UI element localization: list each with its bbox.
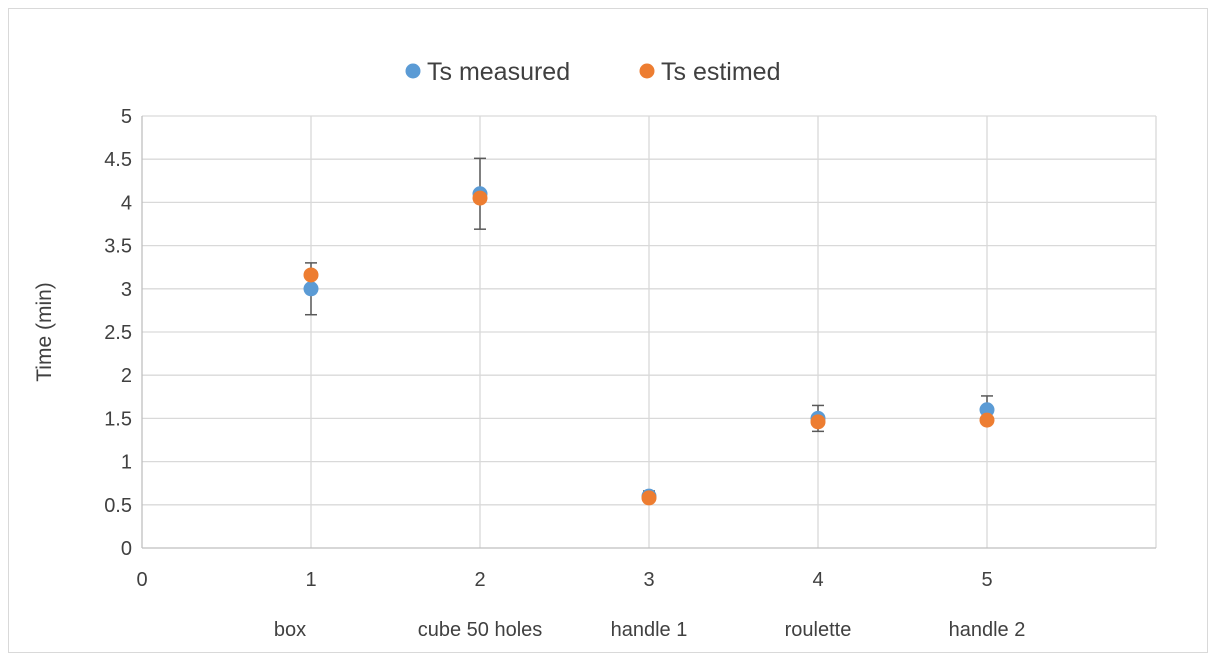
y-tick-label: 1: [121, 452, 132, 474]
point-measured: [303, 281, 319, 297]
point-estimated: [641, 490, 657, 506]
y-tick-label: 4.5: [104, 149, 132, 171]
scatter-chart: 0 0.5 1 1.5 2 2.5 3 3.5 4 4.5 5 0 1 2 3 4 5 box cube 50 …: [33, 58, 1157, 641]
category-label: box: [274, 619, 306, 641]
category-labels: box cube 50 holes handle 1 roulette handle 2: [274, 619, 1026, 641]
point-measured: [979, 402, 995, 418]
point-estimated: [472, 190, 488, 206]
category-label: cube 50 holes: [418, 619, 543, 641]
y-tick-label: 4: [121, 192, 132, 214]
y-tick-label: 0.5: [104, 495, 132, 517]
legend-marker: [405, 63, 421, 79]
x-tick-label: 4: [812, 569, 823, 591]
category-label: handle 1: [611, 619, 688, 641]
y-tick-label: 3.5: [104, 236, 132, 258]
y-tick-label: 2: [121, 365, 132, 387]
category-label: handle 2: [949, 619, 1026, 641]
x-tick-label: 1: [305, 569, 316, 591]
point-estimated: [303, 267, 319, 283]
category-label: roulette: [785, 619, 852, 641]
point-estimated: [810, 414, 826, 430]
chart-area: 0 0.5 1 1.5 2 2.5 3 3.5 4 4.5 5 0 1 2 3 4 5 box cube 50 …: [8, 8, 1208, 653]
y-tick-label: 5: [121, 106, 132, 128]
x-tick-label: 2: [474, 569, 485, 591]
legend: Ts measured Ts estimed: [405, 58, 780, 86]
y-tick-labels: 0 0.5 1 1.5 2 2.5 3 3.5 4 4.5 5: [104, 106, 132, 560]
y-axis-label: Time (min): [33, 282, 56, 382]
gridlines: [142, 115, 1157, 548]
axes: [141, 116, 1156, 549]
legend-marker: [639, 63, 655, 79]
legend-label: Ts estimed: [661, 58, 780, 86]
point-estimated: [979, 412, 995, 428]
legend-label: Ts measured: [427, 58, 570, 86]
x-tick-label: 0: [136, 569, 147, 591]
y-tick-label: 0: [121, 538, 132, 560]
x-tick-label: 3: [643, 569, 654, 591]
x-tick-label: 5: [981, 569, 992, 591]
y-tick-label: 1.5: [104, 408, 132, 430]
x-tick-labels: 0 1 2 3 4 5: [136, 569, 992, 591]
y-tick-label: 3: [121, 279, 132, 301]
data-points: [303, 186, 995, 506]
y-tick-label: 2.5: [104, 322, 132, 344]
